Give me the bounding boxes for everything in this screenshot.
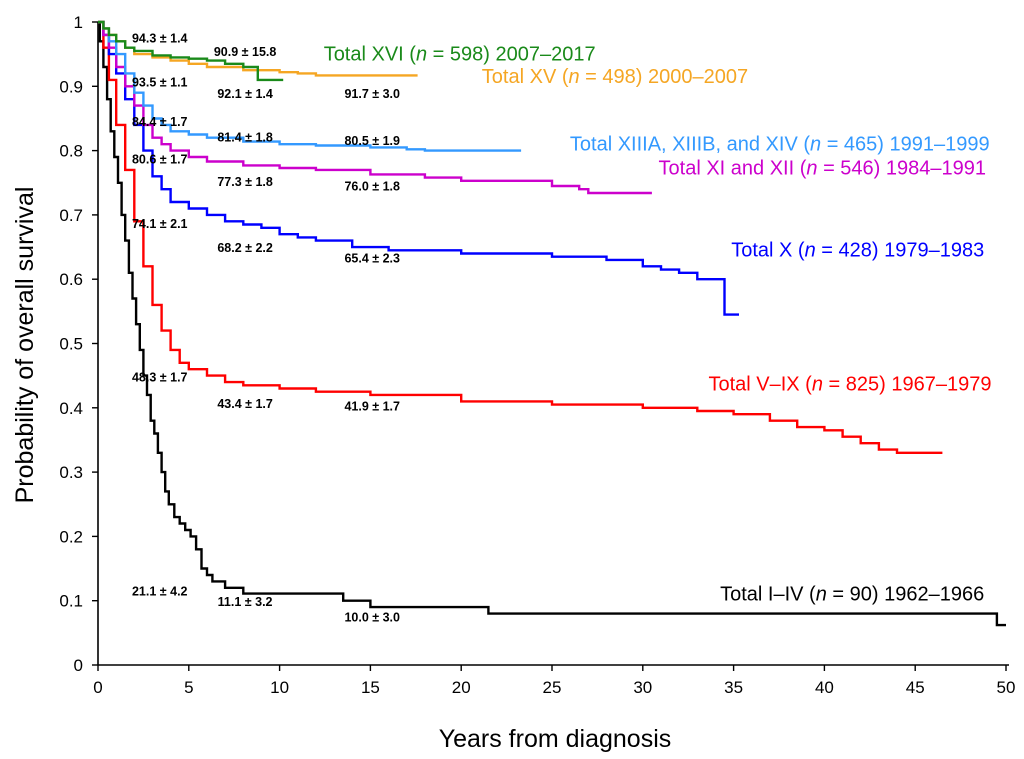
series-label-part: Total I–IV ( [720, 584, 816, 606]
series-label-part: = 546) [818, 157, 886, 179]
annotations: 94.3 ± 1.4 90.9 ± 15.8 93.5 ± 1.1 92.1 ± 1.… [132, 32, 400, 625]
annotation-label: 21.1 ± 4.2 [132, 585, 188, 599]
series-label-part: Total XI and XII ( [659, 157, 807, 179]
y-tick-label: 0.2 [59, 527, 83, 546]
y-tick-label: 0.4 [59, 399, 83, 418]
series-label-part: = 598) [427, 44, 495, 66]
series-label-part: n [569, 66, 580, 88]
annotation-label: 48.3 ± 1.7 [132, 370, 188, 384]
x-axis-title: Years from diagnosis [439, 725, 672, 753]
series-label-part: Total XVI ( [324, 44, 417, 66]
series-label-part: 2000–2007 [648, 66, 748, 88]
series-label-part: n [806, 157, 817, 179]
annotation-label: 68.2 ± 2.2 [217, 241, 273, 255]
series-label-part: = 825) [823, 373, 891, 395]
x-tick-label: 15 [361, 678, 380, 697]
annotation-label: 90.9 ± 15.8 [214, 45, 277, 59]
series-label-part: Total XV ( [482, 66, 569, 88]
series-label-v_ix: Total V–IX (n = 825) 1967–1979 [708, 373, 991, 395]
series-line-v_ix [98, 20, 943, 454]
series-label-part: n [812, 373, 823, 395]
y-tick-label: 0.7 [59, 206, 83, 225]
x-tick-label: 5 [184, 678, 193, 697]
y-tick-label: 0.1 [59, 592, 83, 611]
x-tick-label: 25 [543, 678, 562, 697]
annotation-label: 94.3 ± 1.4 [132, 32, 188, 46]
annotation-label: 11.1 ± 3.2 [218, 595, 273, 609]
series-label-x: Total X (n = 428) 1979–1983 [731, 240, 984, 262]
series-label-part: n [810, 134, 821, 156]
annotation-label: 93.5 ± 1.1 [132, 75, 188, 89]
y-tick-label: 0.8 [59, 142, 83, 161]
y-tick-label: 0.3 [59, 463, 83, 482]
x-tick-label: 0 [93, 678, 102, 697]
annotation-label: 80.5 ± 1.9 [344, 134, 400, 148]
x-tick-label: 10 [270, 678, 289, 697]
series-label-part: n [805, 240, 816, 262]
series-label-part: n [816, 584, 827, 606]
y-tick-label: 0.9 [59, 77, 83, 96]
annotation-label: 91.7 ± 3.0 [344, 87, 400, 101]
series-label-part: = 465) [821, 134, 889, 156]
annotation-label: 10.0 ± 3.0 [344, 610, 400, 624]
series-line-xi_xii [98, 20, 652, 195]
series-label-part: Total X ( [731, 240, 805, 262]
x-tick-label: 45 [906, 678, 925, 697]
series-label-part: 1991–1999 [890, 134, 990, 156]
annotation-label: 74.1 ± 2.1 [132, 217, 188, 231]
series-lines [98, 20, 1006, 627]
series-label-part: 1979–1983 [884, 240, 984, 262]
series-label-part: = 428) [816, 240, 884, 262]
y-tick-label: 1 [74, 13, 83, 32]
series-label-part: 2007–2017 [495, 44, 595, 66]
annotation-label: 77.3 ± 1.8 [217, 175, 273, 189]
x-tick-label: 35 [724, 678, 743, 697]
y-tick-label: 0.5 [59, 335, 83, 354]
series-label-part: 1967–1979 [891, 373, 991, 395]
series-label-part: 1962–1966 [884, 584, 984, 606]
series-line-xvi [98, 20, 284, 82]
annotation-label: 76.0 ± 1.8 [344, 179, 400, 193]
series-label-i_iv: Total I–IV (n = 90) 1962–1966 [720, 584, 984, 606]
series-label-xvi: Total XVI (n = 598) 2007–2017 [324, 44, 596, 66]
series-label-xv: Total XV (n = 498) 2000–2007 [482, 66, 748, 88]
x-tick-label: 50 [997, 678, 1016, 697]
series-line-xiii_xiv [98, 20, 522, 152]
series-label-part: n [416, 44, 427, 66]
x-tick-label: 40 [815, 678, 834, 697]
y-tick-label: 0 [74, 656, 83, 675]
annotation-label: 92.1 ± 1.4 [217, 87, 273, 101]
y-tick-label: 0.6 [59, 270, 83, 289]
series-label-xiii_xiv: Total XIIIA, XIIIB, and XIV (n = 465) 19… [570, 134, 990, 156]
series-label-part: = 90) [827, 584, 884, 606]
series-label-part: = 498) [580, 66, 648, 88]
series-label-xi_xii: Total XI and XII (n = 546) 1984–1991 [659, 157, 986, 179]
x-tick-label: 20 [452, 678, 471, 697]
annotation-label: 43.4 ± 1.7 [217, 397, 273, 411]
series-label-part: 1984–1991 [886, 157, 986, 179]
x-tick-label: 30 [633, 678, 652, 697]
annotation-label: 81.4 ± 1.8 [217, 131, 273, 145]
series-line-i_iv [98, 20, 1006, 627]
annotation-label: 80.6 ± 1.7 [132, 152, 188, 166]
annotation-label: 84.4 ± 1.7 [132, 115, 188, 129]
series-label-part: Total XIIIA, XIIIB, and XIV ( [570, 134, 810, 156]
y-axis-title: Probability of overall survival [11, 187, 39, 504]
annotation-label: 65.4 ± 2.3 [344, 251, 400, 265]
annotation-label: 41.9 ± 1.7 [344, 399, 400, 413]
series-label-part: Total V–IX ( [708, 373, 812, 395]
ticks: 0 5 10 15 20 25 30 35 40 45 50 0 0.1 0.2 0.3 0.4 0.5 0.6 0… [59, 13, 1015, 697]
axes [97, 22, 1009, 666]
